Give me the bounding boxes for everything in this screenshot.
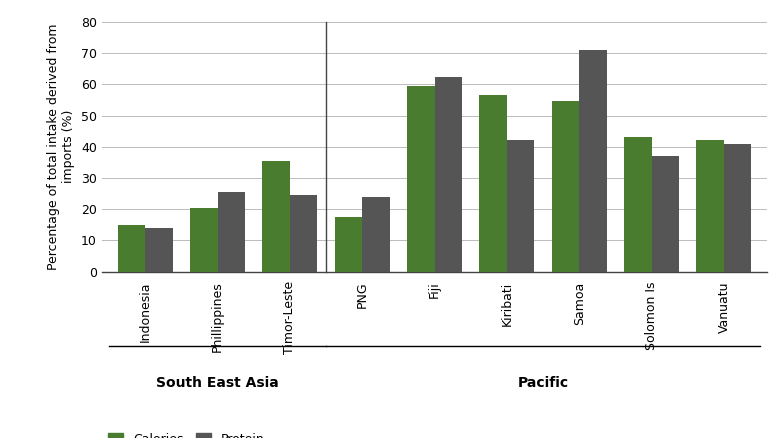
Bar [724,144,752,272]
Text: South East Asia: South East Asia [156,376,279,390]
Bar [262,161,290,272]
Bar [145,228,173,272]
Bar [552,102,579,272]
Y-axis label: Percentage of total intake derived from
imports (%): Percentage of total intake derived from … [48,24,75,270]
Bar [117,225,145,272]
Bar [290,195,317,272]
Bar [479,95,507,272]
Text: Pacific: Pacific [518,376,568,390]
Bar [363,197,390,272]
Legend: Calories, Protein: Calories, Protein [108,433,265,438]
Bar [696,141,724,272]
Bar [579,50,607,272]
Bar [507,141,535,272]
Bar [335,217,363,272]
Bar [407,86,435,272]
Bar [218,192,245,272]
Bar [651,156,679,272]
Bar [190,208,218,272]
Bar [624,138,651,272]
Bar [435,77,462,272]
